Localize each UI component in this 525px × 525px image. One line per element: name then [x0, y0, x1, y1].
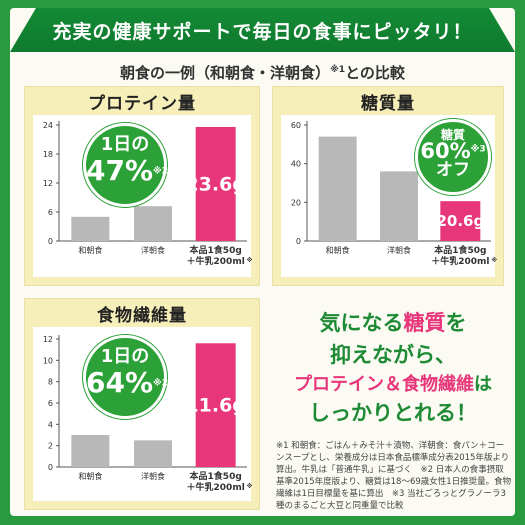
category-label: 本品1食50g＋牛乳200ml※1	[187, 470, 253, 493]
sugar-chart-panel: 糖質量 0 20 40 60 和朝食 洋朝食 本品1食50g＋牛乳200ml※1 20.6g …	[272, 86, 504, 286]
bar-2	[134, 440, 172, 467]
bar-3	[195, 343, 236, 467]
category-label: 洋朝食	[387, 245, 411, 255]
fiber-badge-line1: 1日の	[100, 346, 150, 367]
sugar-bar-chart: 0 20 40 60 和朝食 洋朝食 本品1食50g＋牛乳200ml※1 20.6g	[291, 121, 497, 267]
sugar-badge-note: ※3	[470, 144, 486, 155]
protein-chart-area: 0 6 12 18 24 和朝食 洋朝食 本品1食50g＋牛乳200ml※1 23.6g 1日の…	[33, 115, 253, 277]
comparison-subtitle: 朝食の一例（和朝食・洋朝食）※1との比較	[10, 62, 515, 83]
protein-chart-title: プロテイン量	[88, 94, 196, 114]
banner-title: 充実の健康サポートで毎日の食事にピッタリ！	[10, 8, 515, 52]
category-label-line: 洋朝食	[141, 245, 165, 255]
tagline-l1c: を	[445, 311, 467, 335]
y-tick-label: 40	[291, 160, 301, 169]
category-label: 本品1食50g＋牛乳200ml※1	[431, 244, 497, 267]
sugar-chart-area: 0 20 40 60 和朝食 洋朝食 本品1食50g＋牛乳200ml※1 20.6g 糖質 6…	[281, 115, 497, 277]
fiber-chart-area: 0 2 4 6 8 10 12 和朝食 洋朝食 本品1食50g＋牛乳200ml※1 11.6g 1日…	[33, 327, 253, 501]
category-label-line: ＋牛乳200ml	[187, 481, 245, 493]
protein-badge-value: 47%	[86, 154, 154, 187]
bar-1	[71, 216, 110, 241]
category-label-line: ※1	[247, 257, 253, 264]
category-label-line: 洋朝食	[141, 471, 165, 481]
tagline-line4: しっかりとれる！	[309, 401, 477, 425]
category-label-line: 洋朝食	[387, 245, 411, 255]
category-label: 洋朝食	[141, 471, 165, 481]
category-label-line: 和朝食	[326, 245, 350, 255]
tagline-l1b: 糖質	[403, 311, 446, 335]
y-tick-label: 6	[48, 208, 53, 217]
y-tick-label: 12	[43, 335, 53, 344]
tagline-l3b: は	[474, 374, 492, 395]
y-tick-label: 2	[48, 442, 53, 451]
bar-3	[440, 201, 481, 241]
footnotes: ※1 和朝食：ごはん＋みそ汁＋漬物、洋朝食：食パン＋コーンスープとし、栄養成分は…	[276, 441, 512, 512]
bar-1	[318, 136, 357, 241]
category-label-line: 本品1食50g	[434, 244, 486, 256]
tagline-l1a: 気になる	[319, 311, 404, 335]
y-tick-label: 24	[43, 121, 53, 130]
y-tick-label: 4	[48, 420, 53, 429]
category-label-line: ＋牛乳200ml	[431, 255, 489, 267]
page-frame: 充実の健康サポートで毎日の食事にピッタリ！ 朝食の一例（和朝食・洋朝食）※1との…	[10, 8, 515, 516]
category-label: 洋朝食	[141, 245, 165, 255]
sugar-badge-line1: 糖質	[440, 128, 465, 142]
category-label-line: 和朝食	[78, 471, 102, 481]
y-tick-label: 12	[43, 179, 53, 188]
fiber-chart-panel: 食物繊維量 0 2 4 6 8 10 12 和朝食 洋朝食 本品1食50g＋牛乳200ml※1 11…	[24, 298, 260, 510]
category-label-line: 和朝食	[78, 245, 102, 255]
protein-badge-note: ※2	[153, 166, 169, 177]
highlight-value-label: 23.6g	[185, 173, 245, 195]
category-label-line: ※1	[247, 483, 253, 490]
y-tick-label: 8	[48, 378, 53, 387]
fiber-badge-value: 64%	[86, 366, 154, 399]
fiber-bar-chart: 0 2 4 6 8 10 12 和朝食 洋朝食 本品1食50g＋牛乳200ml※1 11.6g	[43, 335, 253, 493]
y-tick-label: 6	[48, 399, 53, 408]
subtitle-text: 朝食の一例（和朝食・洋朝食）	[120, 64, 331, 82]
highlight-value-label: 20.6g	[436, 212, 484, 230]
sugar-badge-line3: オフ	[436, 160, 470, 180]
category-label: 本品1食50g＋牛乳200ml※1	[187, 244, 253, 267]
y-tick-label: 10	[43, 356, 53, 365]
category-label-line: 本品1食50g	[190, 470, 242, 482]
y-tick-label: 0	[48, 463, 53, 472]
sugar-chart-title: 糖質量	[361, 94, 415, 114]
bar-1	[71, 435, 110, 467]
tagline-line2: 抑えながら、	[330, 342, 456, 367]
category-label-line: ※1	[491, 257, 497, 264]
category-label-line: ＋牛乳200ml	[187, 255, 245, 267]
category-label: 和朝食	[326, 245, 350, 255]
tagline-l3a: プロテイン＆食物繊維	[294, 374, 474, 395]
subtitle-note: ※1	[330, 65, 346, 75]
y-tick-label: 20	[291, 198, 301, 207]
tagline-line3: プロテイン＆食物繊維は	[278, 371, 508, 398]
protein-badge-line1: 1日の	[100, 134, 150, 155]
tagline: 気になる糖質を 抑えながら、 プロテイン＆食物繊維は しっかりとれる！	[278, 308, 508, 430]
protein-daily-badge: 1日の 47%※2	[83, 123, 169, 207]
protein-bar-chart: 0 6 12 18 24 和朝食 洋朝食 本品1食50g＋牛乳200ml※1 23.6g	[43, 121, 253, 267]
sugar-badge-value-row: 60%※3	[418, 141, 488, 162]
fiber-badge-note: ※2	[153, 378, 169, 389]
y-tick-label: 0	[48, 237, 53, 246]
protein-chart-panel: プロテイン量 0 6 12 18 24 和朝食 洋朝食 本品1食50g＋牛乳200ml※1 23…	[24, 86, 260, 286]
y-tick-label: 0	[296, 237, 301, 246]
bar-3	[195, 126, 236, 241]
y-tick-label: 60	[291, 121, 301, 130]
subtitle-suffix: との比較	[345, 64, 405, 82]
bar-2	[134, 206, 172, 241]
sugar-off-badge: 糖質 60%※3 オフ	[415, 119, 491, 195]
category-label: 和朝食	[78, 245, 102, 255]
fiber-chart-title: 食物繊維量	[97, 306, 187, 326]
bar-2	[380, 171, 418, 241]
highlight-value-label: 11.6g	[185, 394, 245, 416]
sugar-badge-value: 60%	[420, 139, 471, 163]
category-label: 和朝食	[78, 471, 102, 481]
y-tick-label: 18	[43, 150, 53, 159]
category-label-line: 本品1食50g	[190, 244, 242, 256]
fiber-daily-badge: 1日の 64%※2	[83, 335, 169, 419]
tagline-line1: 気になる糖質を	[278, 308, 508, 340]
